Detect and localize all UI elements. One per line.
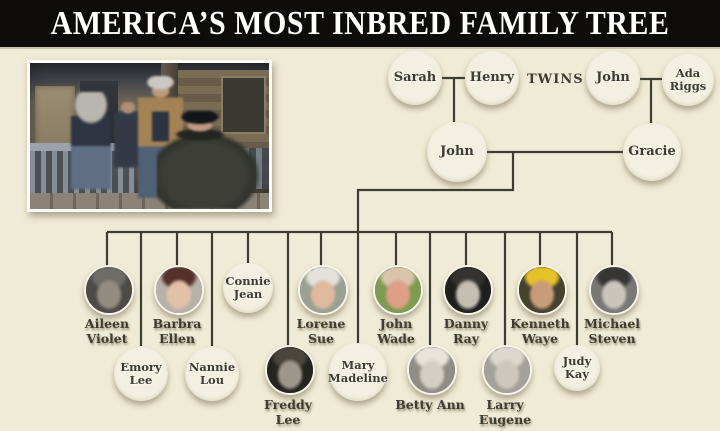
portrait-face [484, 347, 530, 393]
person-node-john-sr: John [586, 51, 640, 105]
person-label-aileen-violet: Aileen Violet [84, 316, 130, 346]
person-name-nannie-lou: Nannie Lou [188, 360, 236, 387]
portrait-eyes [375, 267, 379, 270]
person-node-gracie: Gracie [623, 123, 681, 181]
portrait-face [375, 267, 421, 313]
person-label-betty-ann: Betty Ann [395, 397, 465, 412]
person-name-henry: Henry [469, 70, 515, 85]
person-node-ada-riggs: Ada Riggs [662, 54, 714, 106]
person-name-judy-kay: Judy Kay [562, 354, 592, 381]
portrait-eyes [156, 267, 160, 270]
person-name-john-sr: John [596, 70, 630, 85]
person-photo-danny-ray [443, 265, 493, 315]
portrait-face [267, 347, 313, 393]
figure-person-navy [113, 102, 143, 170]
portrait-eyes [484, 347, 488, 350]
person-photo-betty-ann [407, 345, 457, 395]
person-label-john-wade: John Wade [377, 316, 415, 346]
porch-scene [30, 63, 269, 209]
portrait-eyes [86, 267, 90, 270]
person-name-john-jr: John [440, 144, 474, 159]
person-photo-barbra-ellen [154, 265, 204, 315]
person-label-larry-eugene: Larry Eugene [478, 397, 532, 427]
twins-label: TWINS [527, 72, 584, 87]
person-label-lorene-sue: Lorene Sue [296, 316, 346, 346]
header-banner: AMERICA’S MOST INBRED FAMILY TREE [0, 0, 720, 49]
person-label-barbra-ellen: Barbra Ellen [152, 316, 202, 346]
porch-wall-panel [34, 86, 76, 154]
person-name-emory-lee: Emory Lee [120, 360, 162, 387]
person-node-connie-jean: Connie Jean [223, 263, 273, 313]
family-porch-photo [27, 60, 272, 212]
person-name-ada-riggs: Ada Riggs [669, 66, 707, 93]
portrait-face [86, 267, 132, 313]
person-photo-kenneth-waye [517, 265, 567, 315]
page-title: AMERICA’S MOST INBRED FAMILY TREE [50, 4, 670, 42]
person-name-sarah: Sarah [393, 70, 437, 85]
person-node-emory-lee: Emory Lee [114, 347, 168, 401]
portrait-face [409, 347, 455, 393]
person-name-connie-jean: Connie Jean [225, 274, 271, 301]
person-photo-michael-steven [589, 265, 639, 315]
person-node-sarah: Sarah [388, 51, 442, 105]
person-label-kenneth-waye: Kenneth Waye [510, 316, 570, 346]
person-node-mary-madeline: Mary Madeline [328, 343, 388, 401]
portrait-eyes [591, 267, 595, 270]
portrait-eyes [300, 267, 304, 270]
person-node-nannie-lou: Nannie Lou [185, 347, 239, 401]
portrait-face [156, 267, 202, 313]
portrait-face [519, 267, 565, 313]
figure-man-black-cap [156, 111, 265, 209]
person-photo-larry-eugene [482, 345, 532, 395]
person-photo-aileen-violet [84, 265, 134, 315]
figure-woman-gray-hair [70, 92, 112, 201]
person-node-judy-kay: Judy Kay [554, 345, 600, 391]
portrait-eyes [519, 267, 523, 270]
portrait-eyes [267, 347, 271, 350]
portrait-face [300, 267, 346, 313]
portrait-eyes [445, 267, 449, 270]
person-photo-john-wade [373, 265, 423, 315]
person-label-danny-ray: Danny Ray [443, 316, 489, 346]
person-photo-freddy-lee [265, 345, 315, 395]
person-photo-lorene-sue [298, 265, 348, 315]
portrait-eyes [409, 347, 413, 350]
portrait-face [591, 267, 637, 313]
portrait-face [445, 267, 491, 313]
person-name-gracie: Gracie [628, 144, 676, 159]
person-node-henry: Henry [465, 51, 519, 105]
person-label-freddy-lee: Freddy Lee [264, 397, 312, 427]
person-node-john-jr: John [427, 122, 487, 182]
person-label-michael-steven: Michael Steven [583, 316, 641, 346]
person-name-mary-madeline: Mary Madeline [328, 358, 388, 385]
